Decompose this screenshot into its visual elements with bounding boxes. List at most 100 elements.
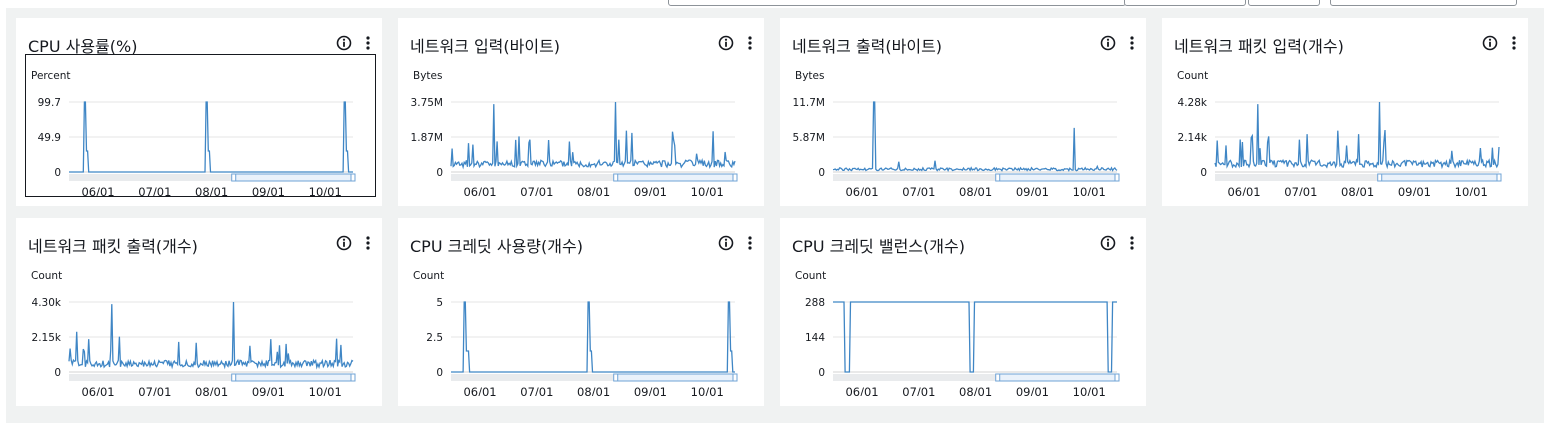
range-brush-handle xyxy=(732,173,738,182)
y-tick-label: 1.87M xyxy=(411,132,443,144)
more-options-icon[interactable] xyxy=(1128,235,1136,251)
y-tick-label: 0 xyxy=(818,367,825,379)
widget-title: CPU 크레딧 밸런스(개수) xyxy=(792,237,965,256)
series-line xyxy=(833,301,1117,373)
x-tick-label: 10/01 xyxy=(1073,185,1106,196)
y-tick-label: 2.15k xyxy=(32,332,62,344)
y-axis-unit-label: Count xyxy=(795,270,827,282)
widget-title: CPU 크레딧 사용량(개수) xyxy=(410,237,583,256)
range-brush-track xyxy=(69,374,353,381)
more-options-icon[interactable] xyxy=(746,235,754,251)
range-brush-handle xyxy=(350,173,356,182)
y-tick-label: 4.30k xyxy=(32,297,62,309)
series-line xyxy=(450,101,736,170)
y-tick-label: 11.7M xyxy=(793,97,825,109)
more-options-icon[interactable] xyxy=(746,35,754,51)
chart-area[interactable]: Bytes 3.75M 1.87M 0 06/01 07/01 08/01 09/01 10/0… xyxy=(408,55,757,196)
line-chart: 11.7M 5.87M 0 06/01 07/01 08/01 09/01 10/01 xyxy=(793,97,1120,196)
range-brush-handle xyxy=(613,173,619,182)
info-icon[interactable] xyxy=(1482,35,1498,51)
range-brush-handle xyxy=(995,373,1001,382)
y-tick-label: 4.28k xyxy=(1178,97,1208,109)
metric-widget[interactable]: CPU 크레딧 사용량(개수) Count 5 2.5 0 06/01 07/01 08/01… xyxy=(398,218,764,406)
y-tick-label: 49.9 xyxy=(38,132,61,144)
chart-area[interactable]: Count 288 144 0 06/01 07/01 08/01 09/01 10/01 xyxy=(790,255,1139,396)
x-tick-label: 09/01 xyxy=(634,385,667,396)
search-field-edge[interactable] xyxy=(668,0,1126,6)
metric-widget[interactable]: CPU 사용률(%) Percent 99.7 49.9 0 06/01 07/01 08/0… xyxy=(16,18,382,206)
range-brush-selection xyxy=(615,373,736,382)
info-icon[interactable] xyxy=(718,35,734,51)
metric-widget[interactable]: CPU 크레딧 밸런스(개수) Count 288 144 0 06/01 07/01 08/… xyxy=(780,218,1146,406)
y-tick-label: 0 xyxy=(436,367,443,379)
x-tick-label: 09/01 xyxy=(1398,185,1431,196)
dropdown-edge[interactable] xyxy=(1124,0,1246,6)
y-tick-label: 99.7 xyxy=(38,97,61,109)
more-options-icon[interactable] xyxy=(1510,35,1518,51)
info-icon[interactable] xyxy=(336,235,352,251)
line-chart: 288 144 0 06/01 07/01 08/01 09/01 10/01 xyxy=(805,297,1120,396)
range-brush-handle xyxy=(1114,173,1120,182)
line-chart: 99.7 49.9 0 06/01 07/01 08/01 09/01 10/01 xyxy=(38,97,356,196)
y-tick-label: 0 xyxy=(818,167,825,179)
x-tick-label: 08/01 xyxy=(959,185,992,196)
y-axis-unit-label: Bytes xyxy=(413,70,443,82)
x-tick-label: 07/01 xyxy=(138,185,171,196)
range-brush-handle xyxy=(231,173,237,182)
range-brush-track xyxy=(451,374,735,381)
x-tick-label: 08/01 xyxy=(577,185,610,196)
x-tick-label: 10/01 xyxy=(691,385,724,396)
x-tick-label: 08/01 xyxy=(959,385,992,396)
range-brush-handle xyxy=(1377,173,1383,182)
more-options-icon[interactable] xyxy=(1128,35,1136,51)
range-brush-selection xyxy=(233,173,354,182)
x-tick-label: 06/01 xyxy=(463,185,496,196)
more-options-icon[interactable] xyxy=(364,235,372,251)
more-options-icon[interactable] xyxy=(364,35,372,51)
series-line xyxy=(832,101,1118,173)
x-tick-label: 06/01 xyxy=(81,385,114,396)
metric-widget[interactable]: 네트워크 출력(바이트) Bytes 11.7M 5.87M 0 06/01 07/01 08… xyxy=(780,18,1146,206)
range-brush-selection xyxy=(997,173,1118,182)
x-tick-label: 07/01 xyxy=(520,185,553,196)
info-icon[interactable] xyxy=(1100,235,1116,251)
y-axis-unit-label: Bytes xyxy=(795,70,825,82)
widget-title: 네트워크 패킷 출력(개수) xyxy=(28,237,198,256)
y-tick-label: 0 xyxy=(54,167,61,179)
x-tick-label: 06/01 xyxy=(1227,185,1260,196)
chart-area[interactable]: Bytes 11.7M 5.87M 0 06/01 07/01 08/01 09/01 10/0… xyxy=(790,55,1139,196)
chart-area[interactable]: Count 4.30k 2.15k 0 06/01 07/01 08/01 09/01 10/0… xyxy=(26,255,375,396)
chart-area[interactable]: Percent 99.7 49.9 0 06/01 07/01 08/01 09/01 10/0… xyxy=(25,54,376,197)
range-brush-track xyxy=(1215,174,1499,181)
widget-title: 네트워크 패킷 입력(개수) xyxy=(1174,37,1344,56)
metric-widget[interactable]: 네트워크 패킷 출력(개수) Count 4.30k 2.15k 0 06/01 07/01… xyxy=(16,218,382,406)
range-brush-selection xyxy=(997,373,1118,382)
info-icon[interactable] xyxy=(336,35,352,51)
x-tick-label: 08/01 xyxy=(195,385,228,396)
chart-area[interactable]: Count 4.28k 2.14k 0 06/01 07/01 08/01 09/01 10/0… xyxy=(1172,55,1521,196)
dashboard-canvas: CPU 사용률(%) Percent 99.7 49.9 0 06/01 07/01 08/0… xyxy=(6,8,1544,423)
line-chart: 4.28k 2.14k 0 06/01 07/01 08/01 09/01 10/01 xyxy=(1178,97,1502,196)
series-line xyxy=(68,301,354,370)
x-tick-label: 06/01 xyxy=(845,385,878,396)
range-brush-handle xyxy=(1114,373,1120,382)
time-range-edge[interactable] xyxy=(1330,0,1517,6)
series-line xyxy=(69,101,353,173)
x-tick-label: 10/01 xyxy=(309,385,342,396)
x-tick-label: 07/01 xyxy=(902,185,935,196)
range-brush-track xyxy=(69,174,353,181)
x-tick-label: 09/01 xyxy=(1016,185,1049,196)
info-icon[interactable] xyxy=(718,235,734,251)
metric-widget[interactable]: 네트워크 패킷 입력(개수) Count 4.28k 2.14k 0 06/01 07/01… xyxy=(1162,18,1528,206)
metric-widget[interactable]: 네트워크 입력(바이트) Bytes 3.75M 1.87M 0 06/01 07/01 08… xyxy=(398,18,764,206)
y-tick-label: 3.75M xyxy=(411,97,443,109)
range-brush-handle xyxy=(1496,173,1502,182)
chart-area[interactable]: Count 5 2.5 0 06/01 07/01 08/01 09/01 10/01 xyxy=(408,255,757,396)
toggle-edge[interactable] xyxy=(1248,0,1320,6)
widget-title: CPU 사용률(%) xyxy=(28,37,138,56)
series-line xyxy=(1214,101,1500,170)
y-tick-label: 2.5 xyxy=(426,332,443,344)
y-tick-label: 288 xyxy=(805,297,825,309)
top-toolbar-edge xyxy=(0,0,1553,8)
info-icon[interactable] xyxy=(1100,35,1116,51)
